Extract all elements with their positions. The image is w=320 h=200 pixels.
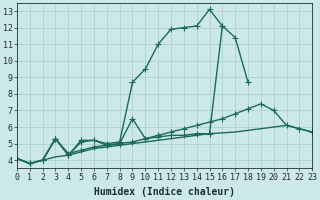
X-axis label: Humidex (Indice chaleur): Humidex (Indice chaleur) <box>94 187 235 197</box>
